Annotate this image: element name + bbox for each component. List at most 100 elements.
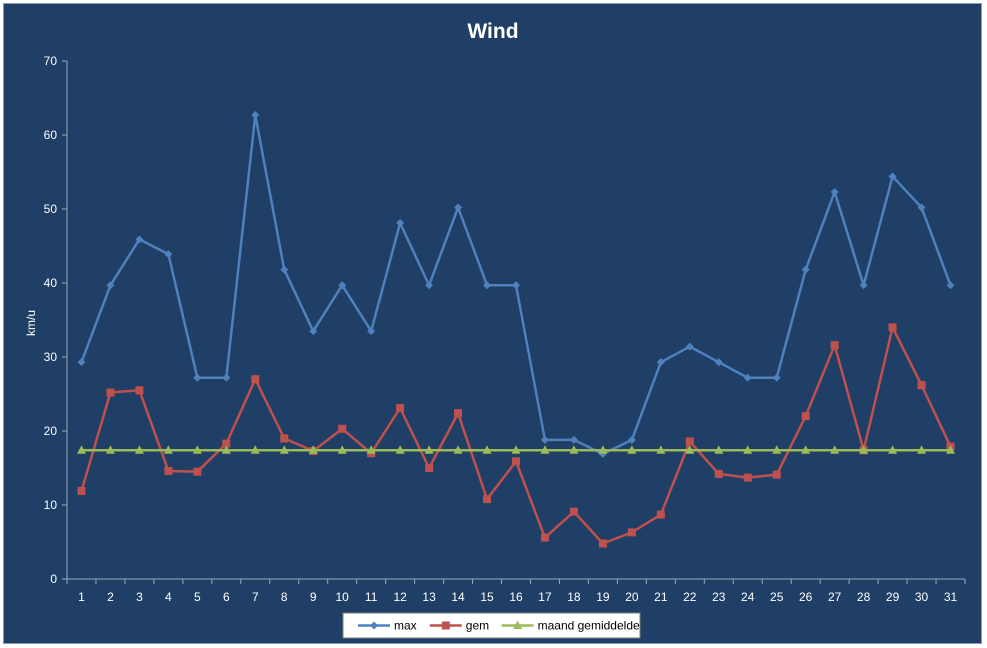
series-max	[77, 111, 955, 458]
x-tick-label: 19	[596, 590, 610, 604]
x-tick-label: 11	[365, 590, 378, 604]
data-point-maand-gemiddelde	[366, 445, 376, 454]
data-point-maand-gemiddelde	[76, 445, 86, 454]
data-point-maand-gemiddelde	[279, 445, 289, 454]
data-point-gem	[106, 388, 115, 397]
data-point-max	[830, 187, 839, 196]
x-tick-label: 8	[281, 590, 288, 604]
data-point-max	[338, 281, 347, 290]
data-point-maand-gemiddelde	[511, 445, 521, 454]
data-point-maand-gemiddelde	[337, 445, 347, 454]
data-point-gem	[656, 510, 665, 519]
legend-marker-gem	[441, 621, 450, 630]
data-point-max	[917, 203, 926, 212]
x-tick-label: 13	[422, 590, 436, 604]
data-point-gem	[280, 434, 289, 443]
data-point-max	[367, 327, 376, 336]
data-point-max	[685, 342, 694, 351]
data-point-max	[77, 358, 86, 367]
x-tick-label: 29	[886, 590, 900, 604]
y-tick-label: 10	[44, 498, 58, 512]
x-tick-label: 15	[480, 590, 494, 604]
data-point-max	[946, 281, 955, 290]
data-point-gem	[888, 323, 897, 332]
legend-marker-max	[370, 621, 378, 630]
y-axis-label: km/u	[24, 310, 38, 336]
data-point-max	[656, 358, 665, 367]
series-maand-gemiddelde	[76, 445, 956, 454]
data-point-maand-gemiddelde	[801, 445, 811, 454]
data-point-max	[164, 250, 173, 259]
data-point-max	[743, 373, 752, 382]
y-tick-label: 0	[50, 572, 57, 586]
legend: max gem maand gemiddelde	[342, 612, 641, 639]
data-point-maand-gemiddelde	[714, 445, 724, 454]
x-tick-label: 4	[165, 590, 172, 604]
x-tick-label: 7	[252, 590, 259, 604]
data-point-max	[280, 265, 289, 274]
data-point-max	[888, 172, 897, 181]
y-tick-label: 20	[44, 424, 58, 438]
data-point-max	[801, 265, 810, 274]
data-point-maand-gemiddelde	[221, 445, 231, 454]
data-point-max	[309, 327, 318, 336]
data-point-maand-gemiddelde	[627, 445, 637, 454]
series-layer	[76, 111, 956, 548]
x-tick-label: 2	[107, 590, 114, 604]
data-point-gem	[396, 404, 405, 413]
data-point-gem	[251, 375, 260, 384]
x-tick-label: 20	[625, 590, 639, 604]
data-point-gem	[77, 486, 86, 495]
data-point-max	[106, 281, 115, 290]
x-tick-label: 31	[944, 590, 958, 604]
data-point-max	[714, 358, 723, 367]
data-point-gem	[454, 409, 463, 418]
series-gem	[77, 323, 955, 548]
data-point-gem	[483, 495, 492, 504]
data-point-max	[772, 373, 781, 382]
data-point-maand-gemiddelde	[424, 445, 434, 454]
data-point-max	[425, 281, 434, 290]
x-tick-label: 25	[770, 590, 784, 604]
data-point-max	[483, 281, 492, 290]
data-point-gem	[714, 469, 723, 478]
data-point-maand-gemiddelde	[250, 445, 260, 454]
y-tick-label: 60	[44, 128, 58, 142]
chart-area	[3, 3, 982, 644]
data-point-gem	[425, 464, 434, 472]
x-tick-label: 6	[223, 590, 230, 604]
x-tick-label: 3	[136, 590, 143, 604]
x-tick-label: 12	[393, 590, 407, 604]
data-point-max	[135, 235, 144, 244]
data-point-max	[569, 435, 578, 444]
x-tick-label: 24	[741, 590, 755, 604]
x-tick-label: 18	[567, 590, 581, 604]
data-point-maand-gemiddelde	[482, 445, 492, 454]
data-point-gem	[135, 386, 144, 395]
legend-marker-maand-gemiddelde	[513, 620, 523, 629]
x-tick-label: 9	[310, 590, 317, 604]
series-line-gem	[80, 326, 952, 545]
data-point-maand-gemiddelde	[395, 445, 405, 454]
data-point-gem	[801, 412, 810, 421]
data-point-max	[859, 281, 868, 290]
data-point-gem	[338, 424, 347, 433]
data-point-maand-gemiddelde	[743, 445, 753, 454]
data-point-maand-gemiddelde	[598, 445, 608, 454]
data-point-max	[222, 373, 231, 382]
x-tick-label: 21	[654, 590, 668, 604]
data-point-gem	[743, 473, 752, 482]
data-point-gem	[164, 466, 173, 475]
legend-label-gem: gem	[466, 619, 489, 633]
x-tick-label: 28	[857, 590, 871, 604]
data-point-maand-gemiddelde	[134, 445, 144, 454]
data-point-maand-gemiddelde	[163, 445, 173, 454]
x-tick-label: 16	[509, 590, 523, 604]
data-point-maand-gemiddelde	[830, 445, 840, 454]
data-point-maand-gemiddelde	[946, 445, 956, 454]
chart-title: Wind	[467, 20, 518, 43]
x-tick-label: 1	[78, 590, 85, 604]
data-point-gem	[512, 457, 520, 466]
